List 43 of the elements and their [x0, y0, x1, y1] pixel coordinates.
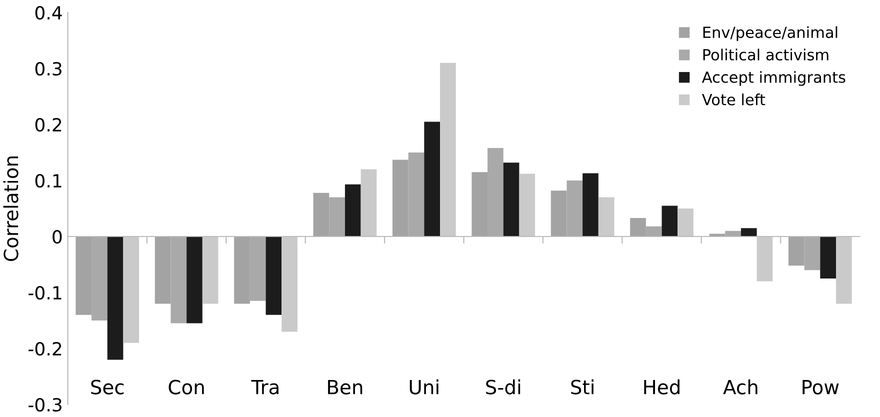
x-tick-label: S-di — [486, 379, 520, 394]
bar — [678, 208, 694, 236]
bar — [820, 236, 836, 278]
x-tick-label: Uni — [410, 379, 438, 394]
bar — [123, 236, 140, 343]
y-tick-label: -0.2 — [28, 342, 62, 356]
x-tick-label: Sec — [91, 380, 124, 394]
x-tick-label: Con — [168, 380, 204, 394]
bar — [440, 62, 456, 236]
x-tick-label: Tra — [251, 380, 278, 394]
legend-label: Political activism — [703, 48, 828, 61]
bar — [186, 236, 202, 324]
bar — [360, 169, 377, 236]
x-tick-label: Hed — [644, 379, 680, 394]
x-tick-label: Ach — [723, 379, 758, 394]
bar — [282, 236, 298, 332]
bar — [503, 162, 520, 236]
y-tick-label: 0.1 — [35, 174, 62, 188]
bar — [266, 236, 282, 315]
bar — [582, 173, 598, 236]
bar — [202, 236, 218, 304]
y-axis-title: Correlation — [3, 156, 18, 262]
bar — [107, 236, 124, 360]
x-tick-label: Pow — [802, 380, 839, 394]
y-tick-label: -0.1 — [28, 286, 62, 300]
bar — [598, 197, 614, 236]
legend-label: Vote left — [702, 94, 766, 106]
bar — [740, 228, 757, 236]
bar — [519, 174, 536, 236]
y-tick-label: 0.3 — [35, 62, 62, 76]
y-tick-label: 0.2 — [35, 118, 62, 132]
x-tick-label: Sti — [571, 379, 594, 394]
bar — [836, 236, 852, 304]
bar — [662, 206, 678, 236]
bar — [756, 236, 773, 282]
y-tick-label: 0 — [52, 230, 62, 244]
y-tick-label: 0.4 — [35, 6, 62, 20]
legend-label: Env/peace/animal — [703, 26, 838, 42]
legend-label: Accept immigrants — [702, 71, 846, 86]
bar — [344, 184, 361, 236]
bar — [424, 122, 440, 236]
y-tick-label: -0.3 — [28, 398, 62, 412]
x-tick-label: Ben — [328, 380, 362, 394]
